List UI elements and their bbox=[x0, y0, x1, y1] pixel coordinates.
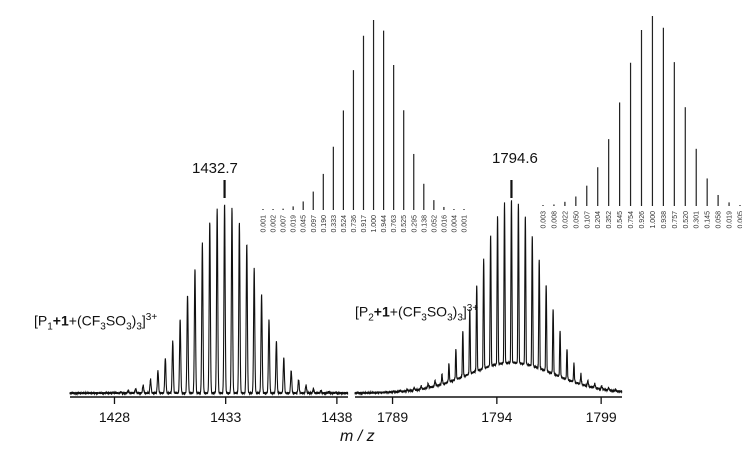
right-x-tick-label: 1794 bbox=[481, 409, 512, 425]
left-sim-bar-label: 1.000 bbox=[371, 215, 378, 233]
left-sim-bar-label: 0.019 bbox=[291, 215, 298, 233]
right-sim-bar-label: 0.022 bbox=[562, 211, 569, 229]
left-sim-bar-label: 0.190 bbox=[321, 215, 328, 233]
left-sim-bar-label: 0.007 bbox=[281, 215, 288, 233]
left-sim-bar-label: 0.045 bbox=[301, 215, 308, 233]
left-species-part: +(CF bbox=[68, 312, 101, 329]
right-x-tick-label: 1789 bbox=[377, 409, 408, 425]
right-species-part: ] bbox=[462, 303, 467, 320]
left-spectrum-trace bbox=[69, 204, 349, 397]
right-sim-bar-label: 0.107 bbox=[584, 211, 591, 229]
right-sim-bar-label: 0.005 bbox=[738, 211, 742, 229]
right-species-part: [P bbox=[355, 303, 369, 320]
left-sim-bar-label: 0.524 bbox=[341, 215, 348, 233]
right-sim-bar-label: 0.545 bbox=[617, 211, 624, 229]
left-sim-bar-label: 0.001 bbox=[462, 215, 469, 233]
left-species-part: SO bbox=[105, 312, 127, 329]
right-sim-bar-label: 0.757 bbox=[672, 211, 679, 229]
left-x-tick-label: 1433 bbox=[210, 409, 241, 425]
right-sim-bar-label: 0.058 bbox=[716, 211, 723, 229]
right-sim-bar-label: 0.301 bbox=[694, 211, 701, 229]
left-x-tick-label: 1428 bbox=[99, 409, 130, 425]
left-sim-bar-label: 0.525 bbox=[401, 215, 408, 233]
right-species-charge: 3+ bbox=[466, 303, 479, 314]
right-sim-bar-label: 1.000 bbox=[650, 211, 657, 229]
left-sim-bar-label: 0.736 bbox=[351, 215, 358, 233]
left-species-part: ] bbox=[141, 312, 146, 329]
right-peak-label: 1794.6 bbox=[492, 150, 538, 167]
left-species-bold: + bbox=[52, 312, 61, 329]
right-experimental-panel: 1789 1794 1799 bbox=[354, 180, 623, 425]
right-sim-bar-label: 0.520 bbox=[683, 211, 690, 229]
left-sim-bar-label: 0.763 bbox=[391, 215, 398, 233]
right-sim-bar-label: 0.050 bbox=[573, 211, 580, 229]
right-sim-bar-label: 0.204 bbox=[595, 211, 602, 229]
right-species-bold: 1 bbox=[381, 303, 390, 320]
left-species-part: [P bbox=[34, 312, 48, 329]
left-species-sub: 3 bbox=[136, 321, 142, 333]
right-sim-bar-label: 0.019 bbox=[727, 211, 734, 229]
left-x-tick-label: 1438 bbox=[321, 409, 352, 425]
left-sim-bar-label: 0.052 bbox=[431, 215, 438, 233]
left-sim-bar-label: 0.917 bbox=[361, 215, 368, 233]
left-peak-label: 1432.7 bbox=[192, 160, 238, 177]
right-species-part: SO bbox=[426, 303, 448, 320]
right-sim-bar-label: 0.926 bbox=[639, 211, 646, 229]
x-axis-label: m / z bbox=[340, 428, 375, 445]
right-species-sub: 3 bbox=[457, 312, 463, 324]
left-sim-bar-label: 0.944 bbox=[381, 215, 388, 233]
left-species-sub: 1 bbox=[47, 321, 53, 333]
left-sim-bar-label: 0.001 bbox=[261, 215, 268, 233]
right-x-tick-label: 1799 bbox=[586, 409, 617, 425]
left-species-charge: 3+ bbox=[145, 312, 158, 323]
left-sim-bar-label: 0.004 bbox=[451, 215, 458, 233]
left-species-part: ) bbox=[131, 312, 137, 329]
right-sim-bar-label: 0.754 bbox=[628, 211, 635, 229]
right-species-sub: 3 bbox=[447, 312, 453, 324]
left-sim-bar-label: 0.333 bbox=[331, 215, 338, 233]
left-species-sub: 3 bbox=[100, 321, 106, 333]
right-species-part: +(CF bbox=[389, 303, 422, 320]
right-spectrum-trace bbox=[354, 200, 623, 396]
left-sim-bar-label: 0.002 bbox=[271, 215, 278, 233]
left-experimental-panel: 1428 1433 1438 bbox=[69, 180, 353, 425]
right-sim-bar-label: 0.938 bbox=[661, 211, 668, 229]
right-sim-bar-label: 0.145 bbox=[705, 211, 712, 229]
right-species-sub: 2 bbox=[368, 312, 374, 324]
left-sim-bar-label: 0.016 bbox=[441, 215, 448, 233]
right-species-sub: 3 bbox=[421, 312, 427, 324]
right-species-part: ) bbox=[452, 303, 458, 320]
right-species-label: [P2+1+(CF3SO3)3]3+ bbox=[355, 303, 478, 323]
left-species-sub: 3 bbox=[126, 321, 132, 333]
right-species-bold: + bbox=[373, 303, 382, 320]
left-species-bold: 1 bbox=[60, 312, 69, 329]
left-species-label: [P1+1+(CF3SO3)3]3+ bbox=[34, 312, 157, 332]
left-sim-bar-label: 0.295 bbox=[411, 215, 418, 233]
left-sim-bar-label: 0.138 bbox=[421, 215, 428, 233]
left-simulated-panel: 0.001 0.002 0.007 0.019 0.045 0.097 0.190 0.333… bbox=[261, 20, 469, 233]
left-sim-bar-label: 0.097 bbox=[311, 215, 318, 233]
right-simulated-panel: 0.003 0.008 0.022 0.050 0.107 0.204 0.352 0.545… bbox=[541, 16, 742, 229]
right-sim-bar-label: 0.003 bbox=[541, 211, 548, 229]
right-sim-bar-label: 0.352 bbox=[606, 211, 613, 229]
right-sim-bar-label: 0.008 bbox=[551, 211, 558, 229]
